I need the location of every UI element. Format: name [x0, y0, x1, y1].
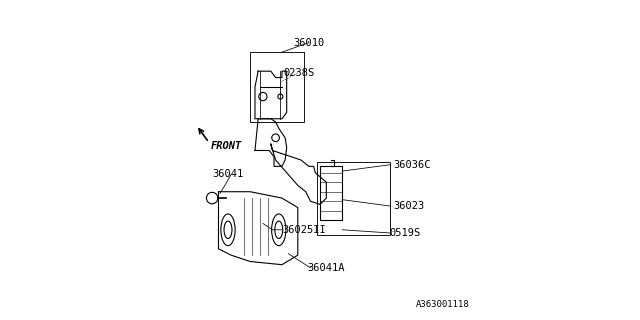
Text: 36010: 36010	[293, 38, 324, 48]
Text: 36041A: 36041A	[307, 263, 345, 273]
Text: 36041: 36041	[212, 169, 244, 179]
Text: 0519S: 0519S	[390, 228, 421, 238]
Bar	[250, 52, 304, 122]
Bar	[317, 162, 390, 235]
Text: 36036C: 36036C	[393, 160, 431, 170]
Text: 0238S: 0238S	[284, 68, 315, 78]
Text: A363001118: A363001118	[415, 300, 469, 309]
Text: 36023: 36023	[393, 201, 424, 211]
Text: FRONT: FRONT	[211, 141, 242, 151]
Text: 36025II: 36025II	[282, 225, 326, 235]
